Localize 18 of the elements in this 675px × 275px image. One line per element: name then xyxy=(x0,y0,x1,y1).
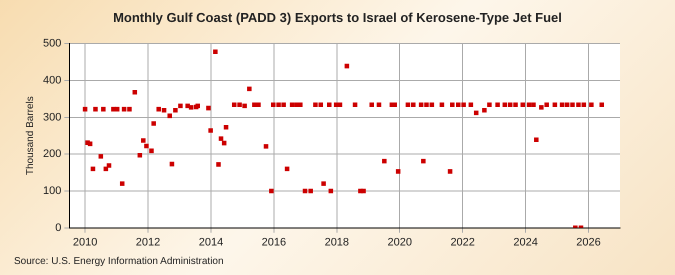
x-tick-label: 2026 xyxy=(576,236,601,248)
x-tick-label: 2014 xyxy=(198,236,224,248)
x-tick-label: 2024 xyxy=(513,236,538,248)
y-tick-label: 400 xyxy=(42,74,62,86)
y-tick-label: 200 xyxy=(42,148,62,160)
x-tick-label: 2010 xyxy=(72,236,98,248)
chart-title: Monthly Gulf Coast (PADD 3) Exports to Israel of Kerosene-Type Jet Fuel xyxy=(112,10,563,25)
x-tick-label: 2018 xyxy=(324,236,350,248)
y-axis-title: Thousand Barrels xyxy=(24,96,36,176)
x-tick-label: 2022 xyxy=(450,236,475,248)
x-tick-label: 2012 xyxy=(136,236,160,248)
y-tick-label: 0 xyxy=(55,222,62,234)
y-tick-label: 500 xyxy=(42,38,62,50)
source-note: Source: U.S. Energy Information Administration xyxy=(14,256,224,267)
y-tick-label: 100 xyxy=(42,184,62,197)
y-tick-label: 300 xyxy=(42,111,62,124)
x-tick-label: 2020 xyxy=(388,236,412,248)
x-tick-label: 2016 xyxy=(262,236,286,248)
